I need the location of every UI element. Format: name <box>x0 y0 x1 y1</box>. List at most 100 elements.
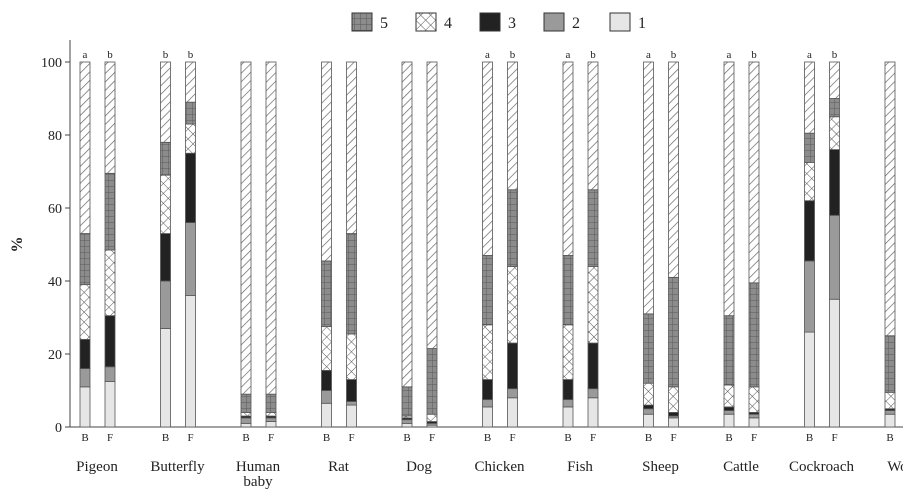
group-label: Rat <box>328 459 350 475</box>
bar-segment-5 <box>884 335 896 393</box>
bar-segment-3 <box>829 149 840 216</box>
bar-segment-4 <box>668 386 679 413</box>
bar-category-label: F <box>429 432 435 444</box>
bar-segment-1 <box>643 413 654 428</box>
bar-category-label: F <box>831 432 837 444</box>
bar-category-label: B <box>403 432 410 444</box>
legend-label-4: 4 <box>444 15 452 32</box>
group-label: Cockroach <box>789 459 854 475</box>
bar-segment-2 <box>240 417 252 424</box>
bar-segment-3 <box>104 315 116 368</box>
bar-segment-1 <box>748 417 760 428</box>
group-label: Sheep <box>642 459 679 475</box>
group-label: Dog <box>406 459 432 475</box>
group-label: Cattle <box>723 459 759 475</box>
bar-segment-2 <box>482 399 493 408</box>
legend-label-1: 1 <box>638 15 646 32</box>
bar-segment-4 <box>321 326 332 371</box>
bar-segment-rest <box>507 61 518 191</box>
bar-segment-2 <box>507 388 518 399</box>
bar-segment-5 <box>507 189 518 267</box>
legend: 5 4 3 2 1 <box>351 12 646 32</box>
x-axis-labels: a Bb F Pigeon b Bb F Butterfly B F Human baby B F Rat B… <box>76 49 903 490</box>
bar-segment-3 <box>160 233 171 282</box>
bar-significance-label: b <box>510 49 516 61</box>
bar-segment-rest <box>401 61 413 388</box>
bar-segment-4 <box>426 413 438 422</box>
bar-category-label: B <box>886 432 893 444</box>
bar-category-label: F <box>590 432 596 444</box>
y-tick-label: 20 <box>48 348 62 363</box>
bar-segment-5 <box>562 255 574 326</box>
bar-segment-4 <box>265 411 277 417</box>
bar-segment-2 <box>160 280 171 329</box>
bar-segment-5 <box>587 189 599 267</box>
bar-segment-4 <box>643 382 654 406</box>
bar-segment-5 <box>829 98 840 118</box>
bar-significance-label: b <box>188 49 194 61</box>
bar-category-label: B <box>725 432 732 444</box>
bar-segment-2 <box>401 419 413 424</box>
bar-category-label: F <box>268 432 274 444</box>
bar-segment-4 <box>104 249 116 317</box>
bar-segment-4 <box>240 411 252 417</box>
bar-segment-1 <box>265 421 277 428</box>
bar-segment-rest <box>723 61 735 317</box>
bar-segment-1 <box>104 380 116 428</box>
legend-label-3: 3 <box>508 15 516 32</box>
bar-segment-2 <box>346 401 357 406</box>
bar-segment-3 <box>185 152 196 223</box>
bar-significance-label: a <box>727 49 732 61</box>
bar-category-label: B <box>162 432 169 444</box>
y-tick-label: 80 <box>48 129 62 144</box>
bar-segment-rest <box>321 61 332 262</box>
bar-segment-2 <box>723 410 735 415</box>
y-axis: 0 20 40 60 80 100% <box>9 40 903 436</box>
y-axis-label: % <box>9 237 26 253</box>
bar-segment-rest <box>804 61 815 134</box>
bar-segment-2 <box>265 417 277 422</box>
bars <box>79 61 896 428</box>
bar-category-label: B <box>484 432 491 444</box>
bar-segment-1 <box>185 295 196 428</box>
bar-segment-5 <box>160 141 171 176</box>
bar-segment-5 <box>643 313 654 384</box>
bar-category-label: F <box>509 432 515 444</box>
bar-segment-1 <box>587 397 599 428</box>
bar-segment-rest <box>562 61 574 256</box>
bar-category-label: B <box>81 432 88 444</box>
bar-segment-rest <box>265 61 277 395</box>
bar-segment-2 <box>79 368 91 388</box>
bar-segment-3 <box>79 338 91 369</box>
y-tick-label: 60 <box>48 202 62 217</box>
bar-segment-5 <box>240 393 252 413</box>
bar-significance-label: a <box>83 49 88 61</box>
bar-segment-4 <box>562 324 574 380</box>
bar-segment-rest <box>482 61 493 256</box>
bar-category-label: F <box>107 432 113 444</box>
bar-significance-label: a <box>566 49 571 61</box>
legend-swatch-3 <box>479 12 501 32</box>
bar-segment-5 <box>426 348 438 415</box>
bar-segment-rest <box>185 61 196 103</box>
bar-segment-2 <box>321 390 332 404</box>
bar-segment-4 <box>748 386 760 413</box>
bar-segment-1 <box>160 328 171 428</box>
bar-segment-2 <box>643 408 654 415</box>
legend-swatch-1 <box>609 12 631 32</box>
group-label: Chicken <box>475 459 525 475</box>
bar-segment-2 <box>185 222 196 297</box>
bar-segment-1 <box>723 413 735 428</box>
bar-segment-rest <box>884 61 896 337</box>
group-label: Pigeon <box>76 459 118 475</box>
bar-segment-1 <box>482 406 493 428</box>
bar-segment-3 <box>668 411 679 417</box>
bar-significance-label: b <box>590 49 596 61</box>
bar-segment-4 <box>829 116 840 150</box>
y-tick-label: 40 <box>48 275 62 290</box>
bar-segment-3 <box>507 342 518 390</box>
bar-segment-3 <box>587 342 599 390</box>
legend-label-2: 2 <box>572 15 580 32</box>
bar-segment-rest <box>426 61 438 349</box>
bar-segment-2 <box>829 214 840 300</box>
